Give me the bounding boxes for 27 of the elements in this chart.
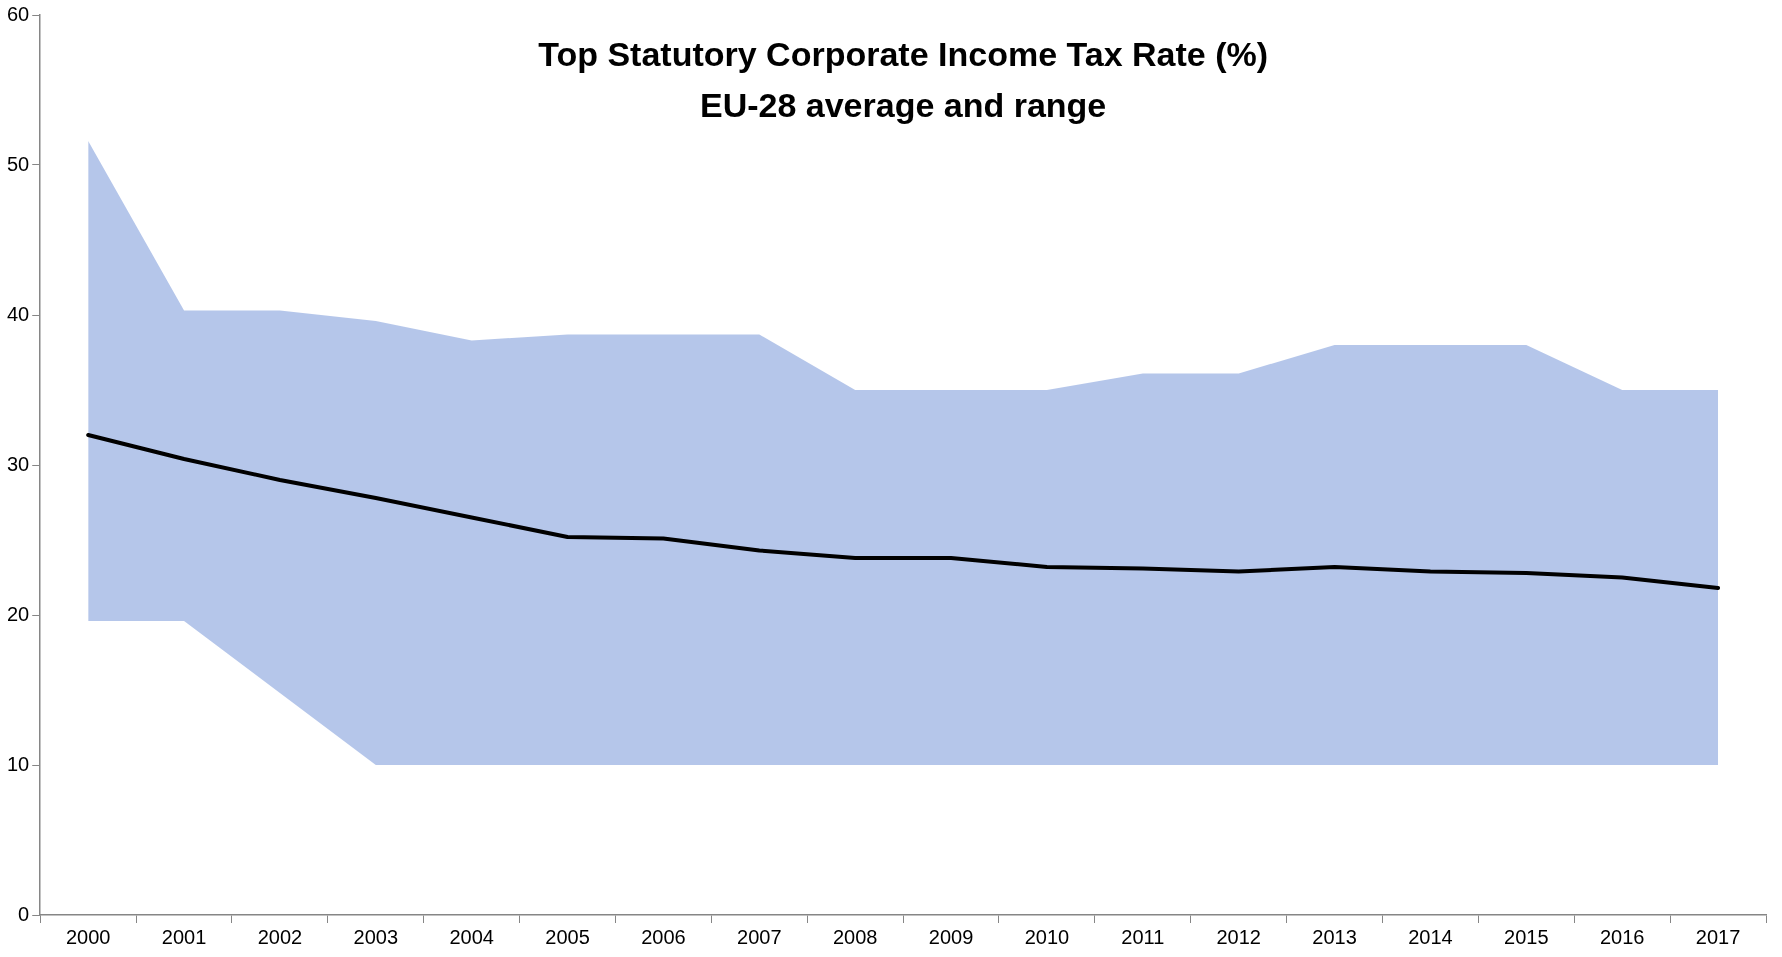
x-tick-label: 2006 xyxy=(641,925,686,948)
y-tick-label: 0 xyxy=(18,902,30,925)
x-tick-label: 2015 xyxy=(1504,925,1549,948)
x-tick-label: 2017 xyxy=(1695,925,1741,948)
y-tick-label: 20 xyxy=(7,602,30,625)
text: EU-28 average and range xyxy=(699,86,1107,125)
x-tick-label: 2014 xyxy=(1408,925,1453,948)
text: Top Statutory Corporate Income Tax Rate (%) xyxy=(538,35,1269,74)
x-tick-label: 2010 xyxy=(1024,925,1070,948)
x-tick-label: 2004 xyxy=(449,925,494,948)
x-tick-label: 2008 xyxy=(832,925,878,948)
y-tick-label: 60 xyxy=(7,2,30,25)
x-tick-label: 2000 xyxy=(65,925,111,948)
x-tick-label: 2013 xyxy=(1312,925,1357,948)
y-tick-label: 40 xyxy=(7,302,30,325)
x-tick-label: 2002 xyxy=(257,925,303,948)
x-tick-label: 2011 xyxy=(1121,925,1165,948)
x-tick-label: 2009 xyxy=(928,925,974,948)
x-tick-label: 2005 xyxy=(545,925,590,948)
y-tick-label: 30 xyxy=(7,452,30,475)
x-tick-label: 2012 xyxy=(1216,925,1261,948)
x-tick-label: 2016 xyxy=(1599,925,1645,948)
y-tick-label: 50 xyxy=(7,152,30,175)
x-tick-label: 2001 xyxy=(161,925,207,948)
x-tick-label: 2007 xyxy=(737,925,782,948)
y-tick-label: 10 xyxy=(7,752,30,775)
x-tick-label: 2003 xyxy=(353,925,399,948)
